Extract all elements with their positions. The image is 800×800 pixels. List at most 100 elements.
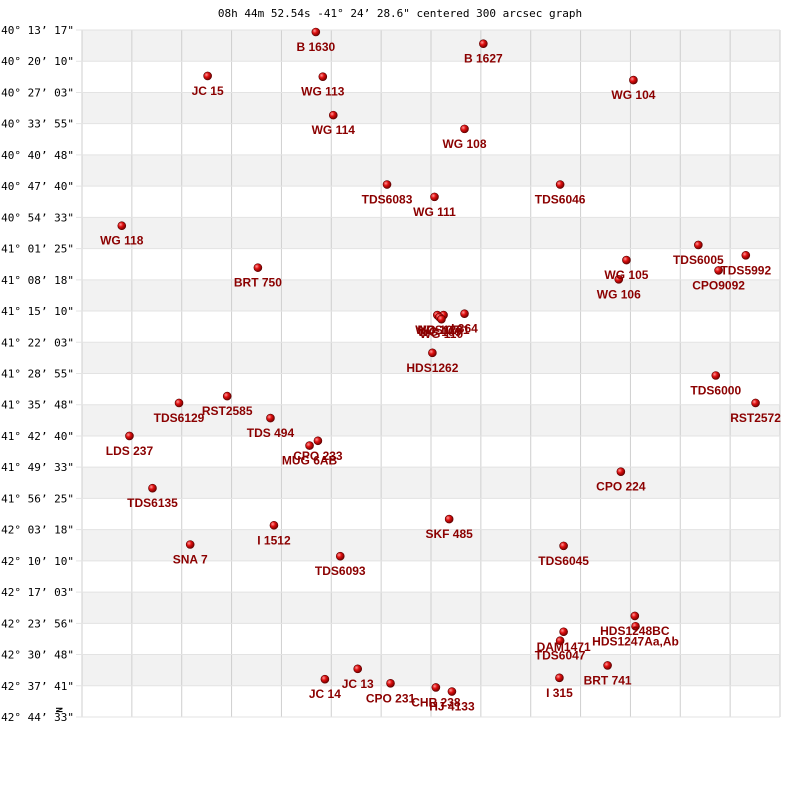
star-label: JC 15 [192, 84, 224, 98]
y-tick-label: -41° 42’ 40" [0, 430, 74, 443]
star-marker [479, 39, 488, 48]
y-tick-label: -41° 15’ 10" [0, 305, 74, 318]
star-marker [222, 391, 232, 401]
star-label: HDS1262 [406, 361, 458, 375]
star-marker [353, 664, 363, 674]
star-marker [559, 627, 568, 637]
star-label: WG 105 [604, 268, 648, 282]
star-marker [630, 611, 640, 621]
star-label: CPO9092 [692, 278, 745, 292]
star-marker [629, 75, 638, 85]
y-tick-label: -40° 33’ 55" [0, 118, 74, 131]
star-marker [318, 72, 328, 81]
star-marker [266, 413, 275, 423]
star-label: I 364 [451, 322, 478, 336]
star-marker [117, 221, 127, 231]
star-label: I 315 [546, 686, 573, 700]
star-marker [616, 467, 626, 476]
star-label: CPO 233 [293, 449, 343, 463]
y-tick-label: -40° 47’ 40" [0, 180, 74, 193]
y-tick-label: -40° 13’ 17" [0, 24, 74, 37]
star-label: TDS5992 [720, 263, 771, 277]
star-label: LDS 237 [106, 444, 154, 458]
star-label: SNA 7 [173, 553, 208, 567]
star-label: WG 107 [415, 323, 459, 337]
star-marker [311, 27, 321, 37]
star-label: DAM1471 [537, 640, 591, 654]
star-marker [694, 240, 703, 250]
y-tick-label: -40° 40’ 48" [0, 149, 74, 162]
star-marker [555, 180, 565, 189]
y-tick-label: -41° 28’ 55" [0, 368, 74, 381]
star-marker [428, 348, 437, 358]
star-label: TDS6047 [535, 649, 586, 663]
star-label: TDS6083 [362, 193, 413, 207]
star-label: WG 108 [442, 137, 486, 151]
y-tick-label: -42° 30’ 48" [0, 649, 74, 662]
star-marker [559, 541, 568, 551]
y-tick-label: -41° 08’ 18" [0, 274, 74, 287]
star-label: JC 14 [309, 687, 341, 701]
star-label: BRT 741 [584, 673, 632, 687]
star-label: WG 114 [312, 123, 356, 137]
star-marker [555, 673, 564, 683]
star-marker [555, 636, 565, 645]
star-label: MUG 6AB [282, 454, 338, 468]
star-label: CPO 231 [366, 691, 416, 705]
star-marker [335, 551, 345, 561]
y-tick-label: -40° 20’ 10" [0, 55, 74, 68]
star-marker [447, 687, 457, 696]
star-label: JC 13 [342, 677, 374, 691]
star-marker [460, 124, 469, 134]
star-label: TDS6093 [315, 564, 366, 578]
y-tick-label: -40° 27’ 03" [0, 86, 74, 99]
y-axis-ticks: -40° 13’ 17" -40° 20’ 10" -40° 27’ 03" -40°… [0, 24, 74, 724]
star-marker [269, 520, 279, 530]
star-label: TDS 494 [247, 426, 295, 440]
star-marker [125, 431, 134, 441]
star-marker [313, 436, 323, 446]
star-marker [711, 371, 721, 380]
star-label: SKF 485 [425, 527, 473, 541]
star-label: TDS6005 [673, 253, 724, 267]
y-tick-label: -41° 22’ 03" [0, 336, 74, 349]
star-label: WG 109 [417, 325, 461, 339]
star-marker [437, 314, 446, 324]
star-label: TDS6045 [538, 554, 589, 568]
y-tick-label: -41° 01’ 25" [0, 243, 74, 256]
star-label: B 1630 [296, 40, 335, 54]
star-label: CPO 224 [596, 480, 646, 494]
star-marker [714, 266, 723, 275]
star-label: BRT 750 [234, 276, 282, 290]
star-marker [631, 621, 640, 631]
star-marker [174, 398, 184, 408]
star-marker [430, 192, 439, 202]
star-marker [320, 674, 330, 684]
north-indicator: N [53, 707, 63, 712]
star-label: TDS6129 [154, 411, 205, 425]
grid-lines [76, 29, 781, 718]
star-label: HJ 4133 [429, 700, 475, 714]
star-marker [431, 683, 441, 692]
y-tick-label: -41° 56’ 25" [0, 492, 74, 505]
star-label: HDS1248BC [600, 624, 670, 638]
star-marker [148, 483, 157, 493]
y-tick-label: -42° 10’ 10" [0, 555, 74, 568]
star-marker [614, 275, 624, 284]
star-label: TDS6135 [127, 496, 178, 510]
star-label: TDS6046 [535, 193, 586, 207]
star-label: HDS1261 [418, 323, 470, 337]
y-tick-label: -40° 54’ 33" [0, 211, 74, 224]
star-label: WG 111 [413, 205, 456, 219]
star-marker [382, 180, 392, 189]
star-label: WG 113 [301, 85, 345, 99]
star-marker [253, 263, 263, 272]
star-label: WG 106 [597, 287, 641, 301]
star-label: HDS1247Aa,Ab [592, 634, 679, 648]
star-marker [741, 250, 751, 260]
y-tick-label: -42° 37’ 41" [0, 680, 74, 693]
star-label: TDS6000 [690, 384, 741, 398]
star-marker [460, 309, 469, 318]
y-tick-label: -42° 23’ 56" [0, 617, 74, 630]
